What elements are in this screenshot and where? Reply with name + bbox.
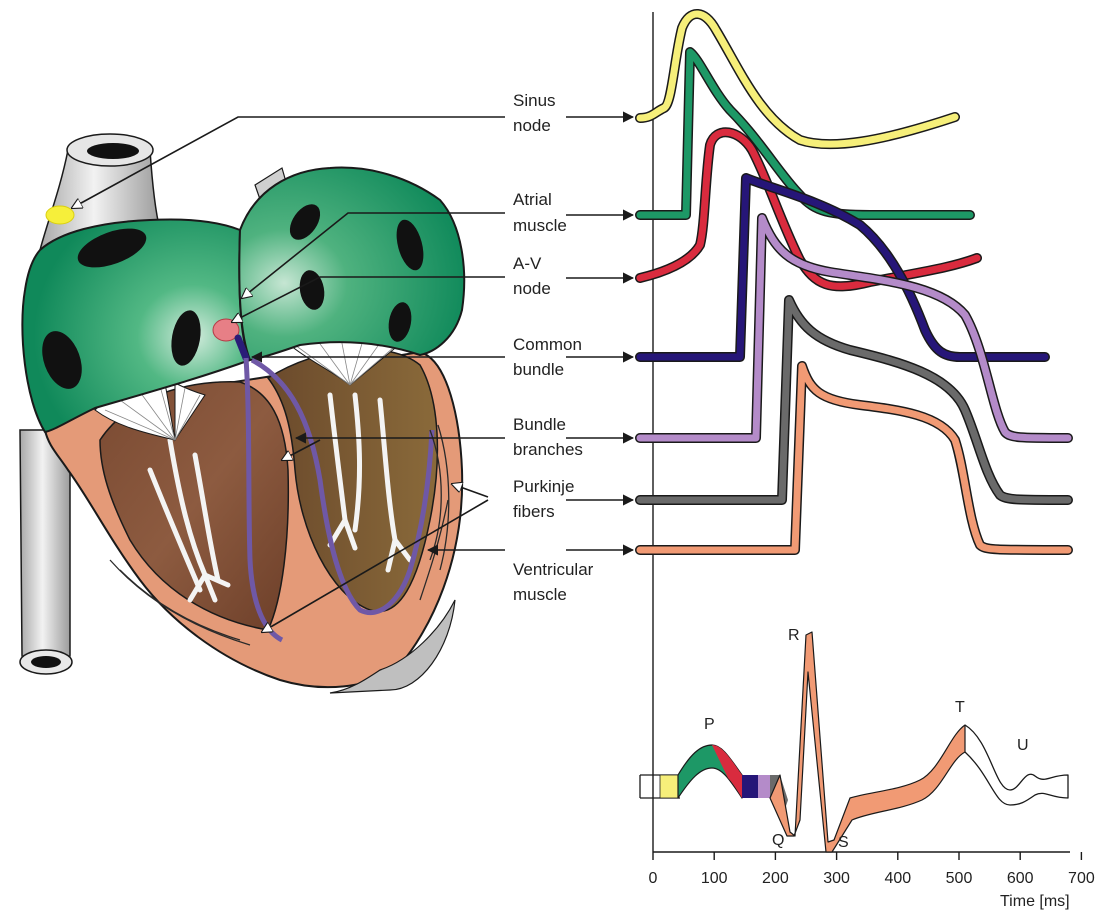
common-bundle (234, 334, 250, 362)
inferior-vena-cava (19, 429, 71, 668)
label-sinus-line1: Sinus (513, 91, 556, 110)
left-atrium (238, 166, 466, 362)
action-potential-traces (635, 9, 1073, 555)
axis-tick-label: 100 (701, 870, 728, 887)
label-arrows (72, 111, 635, 632)
ecg-label-q: Q (772, 832, 784, 849)
ecg-trace: P Q R S T U (639, 627, 1069, 853)
av-node (212, 318, 240, 342)
ecg-label-t: T (955, 699, 965, 716)
ecg-seg-branches (758, 775, 770, 798)
chordae-tendineae (147, 392, 413, 603)
left-ventricle-cavity (99, 381, 290, 631)
label-purkinje-line2: fibers (513, 502, 555, 521)
heart-illustration (19, 133, 466, 694)
ecg-qrs-complex (769, 631, 966, 853)
atrial-openings (42, 204, 424, 389)
label-atrial-line2: muscle (513, 216, 567, 235)
sinus-node-spot (45, 205, 75, 225)
label-purkinje-line1: Purkinje (513, 477, 574, 496)
structure-labels: Sinus node Atrial muscle A-V node Common… (513, 91, 594, 604)
ecg-seg-common (742, 775, 758, 798)
bundle-branch-left (243, 357, 284, 643)
axis-tick-label: 400 (884, 870, 911, 887)
label-sinus-line2: node (513, 116, 551, 135)
axis-tick-label: 700 (1068, 870, 1095, 887)
axis-tick-label: 300 (823, 870, 850, 887)
trace-ventricular-muscle (635, 361, 1073, 555)
axis-tick-label: 500 (946, 870, 973, 887)
ecg-label-r: R (788, 627, 800, 644)
label-ventricular-line1: Ventricular (513, 560, 594, 579)
label-common-line2: bundle (513, 360, 564, 379)
ecg-label-p: P (704, 716, 715, 733)
label-ventricular-line2: muscle (513, 585, 567, 604)
bundle-branch-right (250, 357, 435, 616)
label-av-line2: node (513, 279, 551, 298)
axis-tick-label: 0 (649, 870, 658, 887)
ecg-seg-sinus (659, 774, 679, 799)
time-axis-label: Time [ms] (1000, 893, 1070, 910)
label-common-line1: Common (513, 335, 582, 354)
time-axis (652, 12, 1083, 860)
label-av-line1: A-V (513, 254, 542, 273)
ecg-label-s: S (838, 834, 849, 851)
ecg-label-u: U (1017, 737, 1029, 754)
axis-tick-label: 200 (762, 870, 789, 887)
label-atrial-line1: Atrial (513, 190, 552, 209)
axis-tick-label: 600 (1007, 870, 1034, 887)
tick-labels: 0 100 200 300 400 500 600 700 (649, 870, 1095, 887)
label-branches-line2: branches (513, 440, 583, 459)
label-branches-line1: Bundle (513, 415, 566, 434)
